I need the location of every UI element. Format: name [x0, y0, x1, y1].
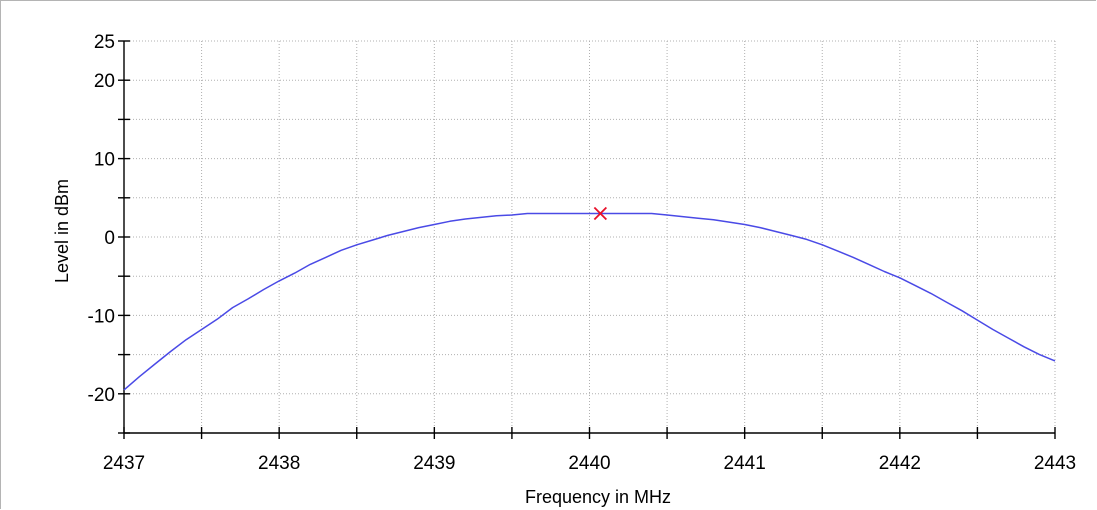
y-tick-label: 0: [104, 228, 115, 249]
y-axis-title: Level in dBm: [52, 179, 72, 283]
x-tick-label: 2441: [724, 453, 766, 474]
x-axis-title: Frequency in MHz: [525, 487, 671, 507]
x-tick-label: 2440: [568, 453, 610, 474]
series-line: [123, 212, 1056, 391]
x-tick-label: 2443: [1034, 453, 1076, 474]
x-tick-labels: 2437 2438 2439 2440 2441 2442 2443: [103, 453, 1076, 474]
peak-marker-layer: [593, 206, 607, 221]
y-tick-label: 20: [94, 71, 115, 92]
x-tick-label: 2437: [103, 453, 145, 474]
y-tick-label: -20: [88, 385, 115, 406]
x-tick-label: 2439: [413, 453, 455, 474]
y-tick-label: 25: [94, 32, 115, 53]
x-tick-label: 2442: [879, 453, 921, 474]
y-tick-labels: -20 -10 0 10 20 25: [88, 32, 115, 406]
y-tick-label: -10: [88, 306, 115, 327]
x-tick-label: 2438: [258, 453, 300, 474]
series-layer: [123, 212, 1056, 391]
peak-marker-stroke-b: [593, 206, 607, 221]
tick-marks: [118, 40, 1056, 439]
grid-lines: [123, 40, 1056, 434]
y-tick-label: 10: [94, 150, 115, 171]
